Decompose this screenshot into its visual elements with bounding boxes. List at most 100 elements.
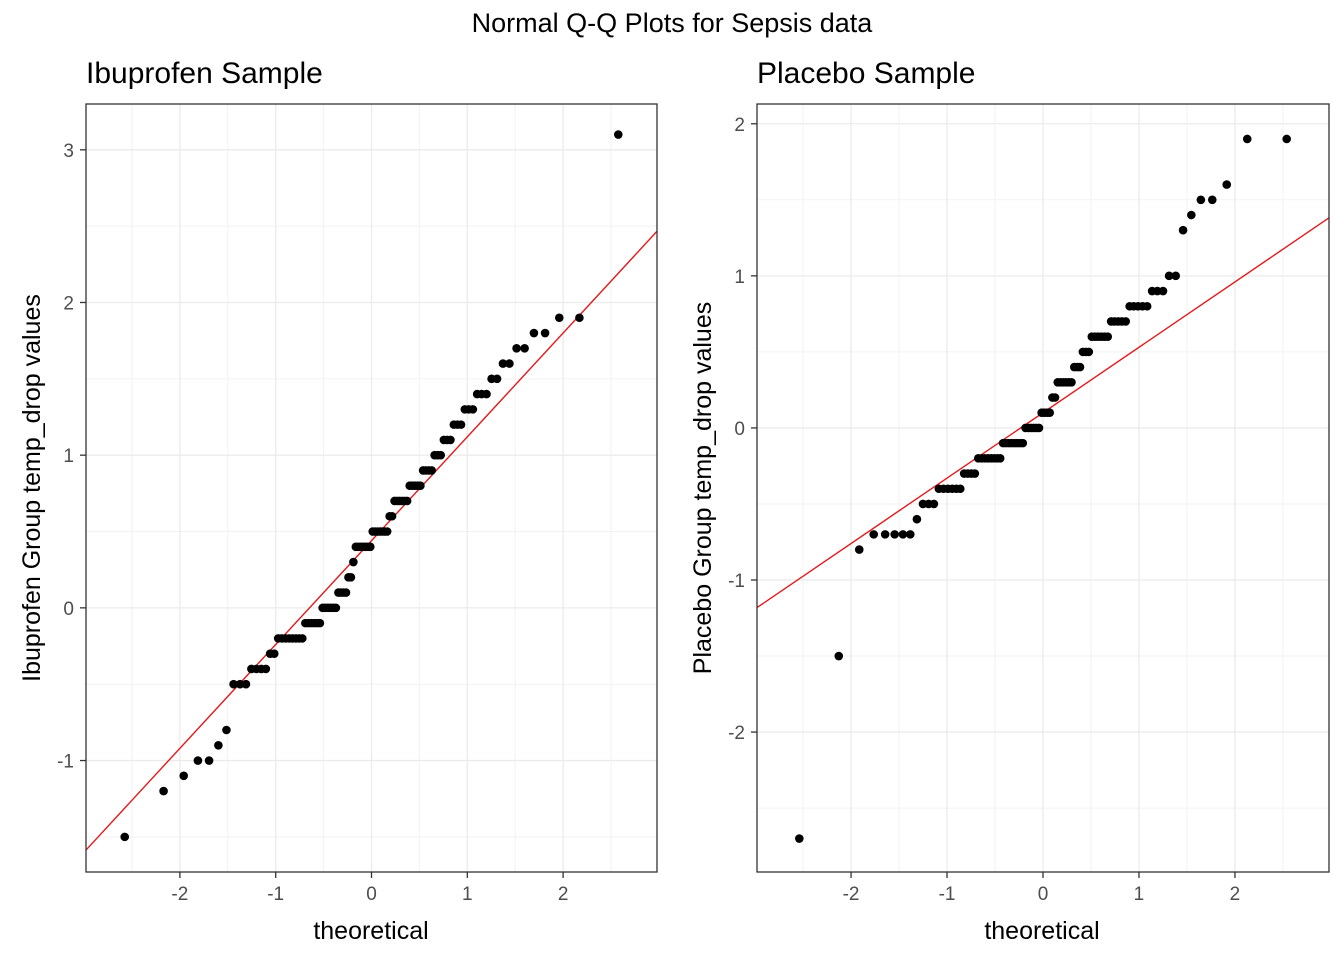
y-tick-label: 0 bbox=[734, 419, 745, 440]
ibuprofen-points bbox=[120, 130, 623, 842]
data-point bbox=[229, 679, 238, 689]
data-point bbox=[898, 530, 908, 539]
qq-reference-line bbox=[85, 230, 658, 851]
data-point bbox=[492, 374, 502, 384]
data-point bbox=[554, 313, 564, 323]
data-point bbox=[1196, 195, 1206, 205]
data-point bbox=[880, 530, 890, 539]
data-point bbox=[1103, 332, 1113, 341]
data-point bbox=[854, 545, 864, 554]
data-point bbox=[120, 832, 130, 842]
data-point bbox=[193, 756, 203, 765]
data-point bbox=[346, 573, 356, 582]
x-tick-label: 1 bbox=[1134, 884, 1145, 905]
ibuprofen-y-axis-label: Ibuprofen Group temp_drop values bbox=[18, 294, 46, 682]
data-point bbox=[436, 450, 446, 460]
ibuprofen-reference-line-layer bbox=[85, 230, 658, 851]
data-point bbox=[341, 588, 351, 597]
data-point bbox=[613, 130, 623, 139]
data-point bbox=[520, 343, 529, 353]
data-point bbox=[315, 618, 325, 628]
placebo-x-axis-label: theoretical bbox=[984, 917, 1099, 945]
data-point bbox=[1142, 301, 1152, 311]
data-point bbox=[297, 634, 307, 643]
data-point bbox=[365, 542, 375, 552]
data-point bbox=[456, 420, 466, 429]
x-tick-label: -2 bbox=[171, 884, 188, 905]
data-point bbox=[498, 359, 508, 368]
data-point bbox=[1034, 423, 1044, 433]
data-point bbox=[970, 469, 980, 478]
ibuprofen-gridlines bbox=[86, 104, 657, 872]
y-tick-label: -2 bbox=[728, 723, 745, 744]
x-tick-label: -2 bbox=[843, 884, 860, 905]
placebo-panel: Placebo Sample -2 -1 0 1 2 -2 -1 0 1 2 theoretic… bbox=[689, 57, 1330, 945]
data-point bbox=[1018, 438, 1028, 448]
data-point bbox=[402, 496, 412, 506]
data-point bbox=[505, 359, 514, 368]
placebo-points bbox=[795, 134, 1291, 843]
data-point bbox=[1222, 180, 1232, 189]
data-point bbox=[1282, 134, 1291, 144]
ibuprofen-panel-title: Ibuprofen Sample bbox=[86, 57, 323, 90]
data-point bbox=[1084, 347, 1094, 357]
data-point bbox=[995, 454, 1005, 463]
data-point bbox=[214, 740, 223, 750]
x-tick-label: 2 bbox=[558, 884, 569, 905]
y-tick-label: -1 bbox=[57, 752, 74, 773]
y-tick-label: -1 bbox=[728, 571, 745, 592]
data-point bbox=[1067, 378, 1076, 387]
data-point bbox=[1171, 271, 1181, 281]
data-point bbox=[905, 530, 915, 539]
data-point bbox=[512, 343, 521, 353]
data-point bbox=[1164, 271, 1174, 281]
data-point bbox=[956, 484, 965, 494]
data-point bbox=[159, 786, 168, 796]
y-tick-label: 2 bbox=[63, 293, 74, 314]
data-point bbox=[890, 530, 899, 539]
data-point bbox=[1242, 134, 1252, 144]
data-point bbox=[204, 756, 214, 765]
placebo-panel-title: Placebo Sample bbox=[757, 57, 975, 90]
x-tick-label: -1 bbox=[267, 884, 284, 905]
data-point bbox=[575, 313, 584, 323]
data-point bbox=[387, 511, 397, 521]
data-point bbox=[869, 530, 879, 539]
data-point bbox=[912, 514, 922, 524]
y-tick-label: 1 bbox=[734, 267, 745, 288]
y-tick-label: 2 bbox=[734, 115, 745, 136]
data-point bbox=[1187, 210, 1196, 220]
data-point bbox=[382, 527, 392, 536]
data-point bbox=[929, 499, 939, 509]
data-point bbox=[1045, 408, 1054, 418]
data-point bbox=[261, 664, 271, 674]
data-point bbox=[468, 405, 478, 414]
x-tick-label: -1 bbox=[939, 884, 956, 905]
data-point bbox=[529, 328, 539, 338]
data-point bbox=[349, 557, 358, 567]
data-point bbox=[795, 834, 804, 843]
data-point bbox=[241, 679, 251, 689]
data-point bbox=[446, 435, 455, 445]
placebo-y-axis-label: Placebo Group temp_drop values bbox=[689, 302, 717, 674]
data-point bbox=[1121, 317, 1130, 326]
data-point bbox=[1207, 195, 1217, 205]
ibuprofen-x-axis-label: theoretical bbox=[313, 917, 428, 945]
data-point bbox=[1050, 393, 1060, 402]
x-tick-label: 0 bbox=[366, 884, 377, 905]
data-point bbox=[179, 771, 189, 781]
ibuprofen-panel: Ibuprofen Sample -2 -1 0 1 2 -1 0 1 2 3 theoreti… bbox=[18, 57, 658, 945]
placebo-x-ticks: -2 -1 0 1 2 bbox=[843, 872, 1241, 905]
data-point bbox=[222, 725, 231, 735]
figure-title: Normal Q-Q Plots for Sepsis data bbox=[472, 8, 874, 38]
y-tick-label: 0 bbox=[63, 599, 74, 620]
y-tick-label: 1 bbox=[63, 446, 74, 467]
data-point bbox=[834, 651, 844, 661]
data-point bbox=[427, 466, 436, 475]
data-point bbox=[1158, 286, 1168, 296]
x-tick-label: 1 bbox=[462, 884, 473, 905]
ibuprofen-x-ticks: -2 -1 0 1 2 bbox=[171, 872, 568, 905]
x-tick-label: 2 bbox=[1230, 884, 1241, 905]
data-point bbox=[482, 389, 491, 399]
